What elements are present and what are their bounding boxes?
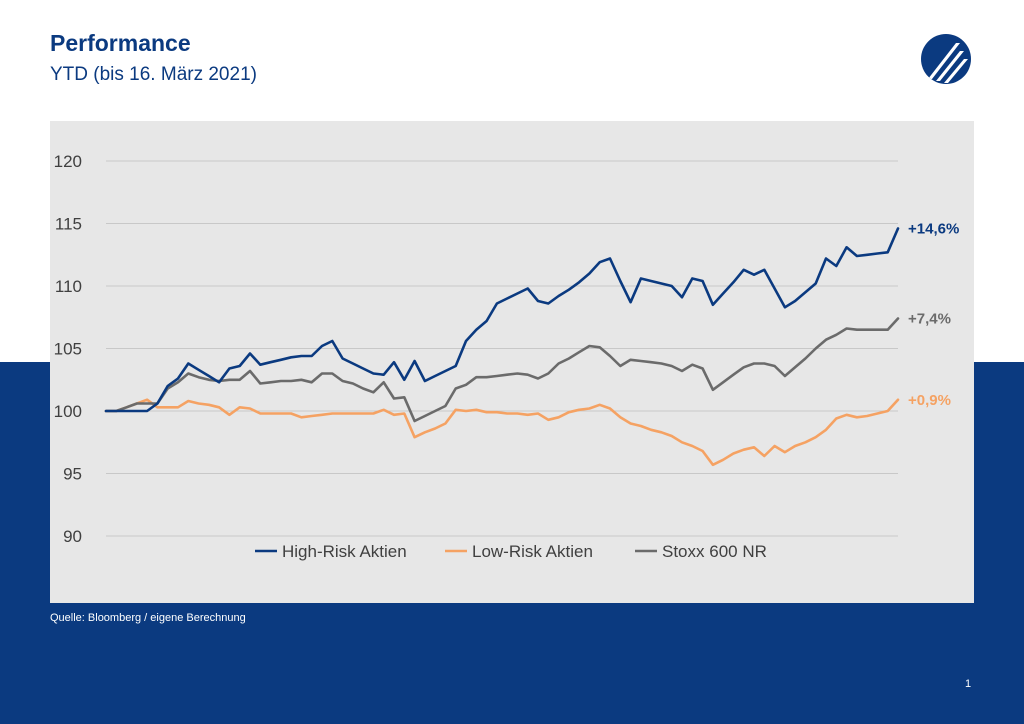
series-end-label: +7,4%	[908, 311, 951, 328]
company-logo-icon	[921, 34, 971, 84]
series-lines	[104, 227, 900, 467]
chart-legend: High-Risk Aktien Low-Risk Aktien Stoxx 600…	[255, 542, 767, 561]
page-number: 1	[965, 678, 972, 690]
y-tick-label: 100	[54, 402, 82, 421]
y-tick-label: 90	[63, 527, 82, 546]
series-line-2	[104, 317, 900, 423]
series-end-label: +0,9%	[908, 392, 951, 409]
series-line-0	[104, 227, 900, 413]
page-subtitle: YTD (bis 16. März 2021)	[50, 64, 257, 85]
legend-label: High-Risk Aktien	[282, 542, 407, 561]
legend-label: Stoxx 600 NR	[662, 542, 767, 561]
y-tick-label: 105	[54, 340, 82, 359]
legend-label: Low-Risk Aktien	[472, 542, 593, 561]
gridlines	[106, 160, 898, 537]
series-end-label: +14,6%	[908, 221, 959, 238]
source-note: Quelle: Bloomberg / eigene Berechnung	[50, 612, 246, 624]
series-end-labels: +0,9% +7,4% +14,6%	[908, 221, 959, 409]
y-tick-label: 115	[55, 215, 82, 234]
series-line-1	[104, 398, 900, 467]
y-axis-tick-labels: 90 95 100 105 110 115 120	[54, 152, 82, 546]
y-tick-label: 120	[54, 152, 82, 171]
y-tick-label: 110	[55, 277, 82, 296]
y-tick-label: 95	[63, 465, 82, 484]
page-title: Performance	[50, 30, 191, 56]
performance-line-chart: 90 95 100 105 110 115 120 +0,9% +7,4% +14,6% Hig…	[54, 152, 960, 561]
chart-panel: 90 95 100 105 110 115 120 +0,9% +7,4% +14,6% Hig…	[50, 121, 974, 603]
